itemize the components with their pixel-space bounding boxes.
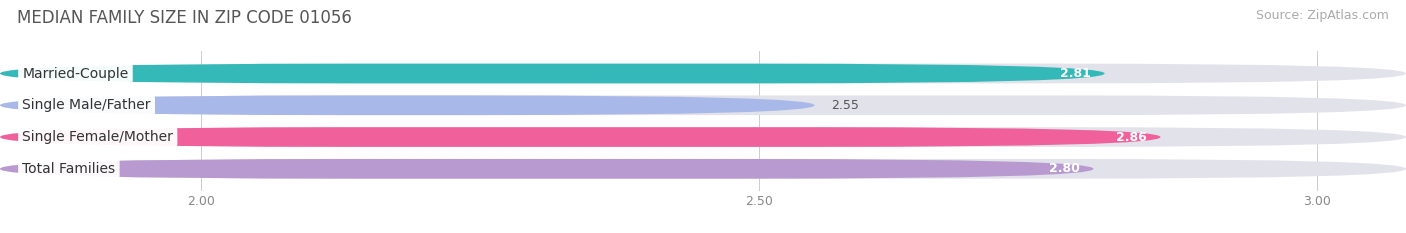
- Text: Single Male/Father: Single Male/Father: [22, 98, 150, 112]
- FancyBboxPatch shape: [0, 159, 1406, 179]
- FancyBboxPatch shape: [0, 127, 1160, 147]
- Text: Single Female/Mother: Single Female/Mother: [22, 130, 173, 144]
- Text: 2.80: 2.80: [1049, 162, 1080, 175]
- FancyBboxPatch shape: [0, 64, 1406, 83]
- FancyBboxPatch shape: [0, 96, 814, 115]
- FancyBboxPatch shape: [0, 159, 1094, 179]
- FancyBboxPatch shape: [0, 127, 1406, 147]
- Text: 2.55: 2.55: [831, 99, 859, 112]
- Text: 2.81: 2.81: [1060, 67, 1091, 80]
- Text: Married-Couple: Married-Couple: [22, 66, 128, 80]
- Text: Source: ZipAtlas.com: Source: ZipAtlas.com: [1256, 9, 1389, 22]
- Text: 2.86: 2.86: [1116, 130, 1147, 144]
- FancyBboxPatch shape: [0, 64, 1105, 83]
- FancyBboxPatch shape: [0, 96, 1406, 115]
- Text: MEDIAN FAMILY SIZE IN ZIP CODE 01056: MEDIAN FAMILY SIZE IN ZIP CODE 01056: [17, 9, 352, 27]
- Text: Total Families: Total Families: [22, 162, 115, 176]
